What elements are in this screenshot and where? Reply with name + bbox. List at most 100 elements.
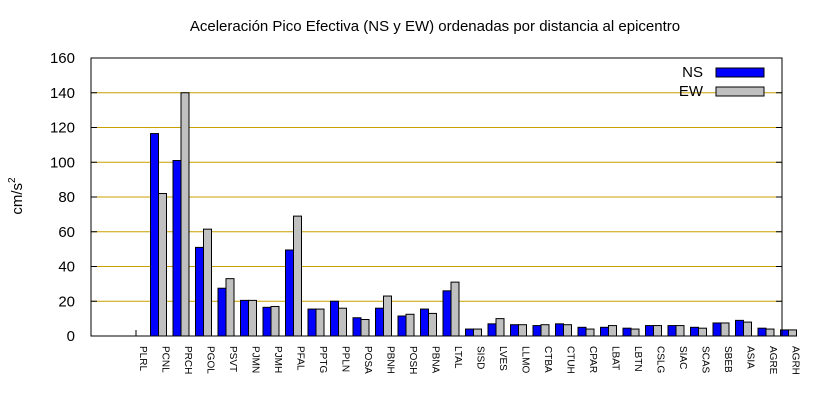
y-tick-label: 160: [50, 50, 75, 67]
bar-ns-ltal: [442, 290, 452, 337]
x-tick-label: LBAT: [610, 346, 621, 370]
bars: [150, 92, 797, 337]
bar-ew-lbat: [608, 325, 617, 337]
bar-ew-prch: [180, 92, 190, 337]
bar-ew-pbna: [428, 312, 437, 337]
x-tick-label: PRCH: [182, 346, 193, 374]
bar-ew-ctuh: [563, 324, 572, 337]
bar-ns-lbat: [600, 326, 609, 337]
bar-ns-llmo: [510, 324, 519, 337]
bar-ns-asia: [735, 319, 744, 337]
y-ticks: 0 20 40 60 80 100 120 140 160: [50, 50, 782, 345]
x-tick-label: PPTG: [317, 346, 328, 373]
bar-ew-cslg: [653, 325, 662, 337]
y-tick-label: 120: [50, 120, 75, 137]
x-tick-label: PLRL: [137, 346, 148, 371]
bar-ns-posh: [397, 315, 407, 337]
bar-ew-sbeb: [720, 322, 730, 337]
y-axis-label: cm/s2: [7, 177, 26, 215]
bar-ew-posh: [405, 313, 415, 337]
x-tick-label: PBNH: [385, 346, 396, 374]
bar-ns-sisd: [465, 328, 474, 337]
bar-ns-pjmn: [240, 299, 249, 337]
x-tick-label: SBEB: [722, 346, 733, 373]
bar-ew-pcnl: [158, 193, 167, 337]
x-tick-label: SCAS: [700, 346, 711, 374]
bar-ns-prch: [172, 160, 182, 337]
legend-swatch-ew: [715, 86, 765, 97]
bar-ns-pfal: [285, 249, 294, 337]
bar-ns-cslg: [645, 325, 654, 337]
bar-ew-posa: [360, 318, 370, 337]
bar-ew-cpar: [585, 328, 595, 337]
bar-ew-sisd: [473, 328, 482, 337]
bar-ns-lves: [487, 323, 497, 337]
bar-ns-sbeb: [712, 322, 722, 337]
bar-ew-scas: [698, 327, 707, 337]
x-tick-label: SISD: [475, 346, 486, 369]
legend-swatch-ns: [715, 67, 765, 78]
x-tick-label: PSVT: [227, 346, 238, 372]
bar-ew-lbtn: [630, 328, 640, 337]
x-tick-label: PBNA: [430, 346, 441, 374]
bar-ns-ppln: [330, 300, 339, 337]
bar-ew-ctba: [540, 324, 550, 337]
bar-ns-pgol: [195, 246, 204, 337]
x-tick-label: AGRH: [790, 346, 801, 375]
y-axis-label-group: cm/s2: [7, 177, 26, 215]
bar-ns-ctba: [532, 325, 542, 337]
y-tick-label: 60: [58, 224, 75, 241]
bar-ns-pbna: [420, 308, 429, 337]
x-tick-label: CSLG: [655, 346, 666, 373]
bar-ns-ctuh: [555, 323, 564, 337]
bar-ew-llmo: [518, 324, 527, 337]
bar-ns-siac: [667, 325, 677, 337]
legend: NS EW: [679, 64, 765, 100]
x-tick-label: LTAL: [452, 346, 463, 369]
bar-ew-siac: [675, 325, 685, 337]
bar-ns-agre: [757, 327, 767, 337]
grid: [91, 92, 782, 302]
bar-ew-pfal: [293, 215, 302, 337]
x-tick-label: PJMN: [250, 346, 261, 373]
x-tick-label: AGRE: [767, 346, 778, 375]
y-axis-label-exponent: 2: [7, 177, 18, 183]
y-tick-label: 20: [58, 293, 75, 310]
bar-ns-lbtn: [622, 327, 632, 337]
bar-ew-pjmh: [270, 305, 280, 337]
x-tick-label: POSH: [407, 346, 418, 374]
x-tick-label: PJMH: [272, 346, 283, 373]
bar-ns-pbnh: [375, 307, 384, 337]
y-tick-label: 80: [58, 189, 75, 206]
x-tick-label: PGOL: [205, 346, 216, 374]
x-tick-label: LLMO: [520, 346, 531, 373]
bar-ew-pptg: [315, 308, 325, 337]
x-tick-label: PPLN: [340, 346, 351, 372]
x-tick-label: PFAL: [295, 346, 306, 371]
x-tick-label: LVES: [497, 346, 508, 371]
x-tick-label: CTBA: [542, 346, 553, 373]
bar-ew-ppln: [338, 307, 347, 337]
bar-ew-lves: [495, 318, 505, 337]
x-tick-label: PCNL: [160, 346, 171, 373]
x-ticks: PLRL PCNL PRCH PGOL PSVT PJMN PJMH PFAL PPTG PPLN…: [135, 330, 801, 375]
bar-ns-pjmh: [262, 306, 272, 337]
chart-title: Aceleración Pico Efectiva (NS y EW) orde…: [190, 18, 680, 35]
bar-ns-pptg: [307, 308, 317, 337]
bar-ew-pgol: [203, 228, 212, 337]
bar-ew-pbnh: [383, 295, 392, 337]
bar-ew-agre: [765, 328, 775, 337]
y-tick-label: 100: [50, 154, 75, 171]
bar-ew-agrh: [788, 329, 797, 337]
bar-ns-psvt: [217, 287, 227, 337]
x-tick-label: LBTN: [632, 346, 643, 372]
bar-ns-scas: [690, 326, 699, 337]
x-tick-label: SIAC: [677, 346, 688, 369]
x-tick-label: CPAR: [587, 346, 598, 373]
bar-ew-psvt: [225, 278, 235, 337]
y-tick-label: 0: [67, 328, 75, 345]
x-tick-label: ASIA: [745, 346, 756, 369]
y-axis-label-text: cm/s: [9, 183, 26, 215]
bar-ew-ltal: [450, 281, 460, 337]
